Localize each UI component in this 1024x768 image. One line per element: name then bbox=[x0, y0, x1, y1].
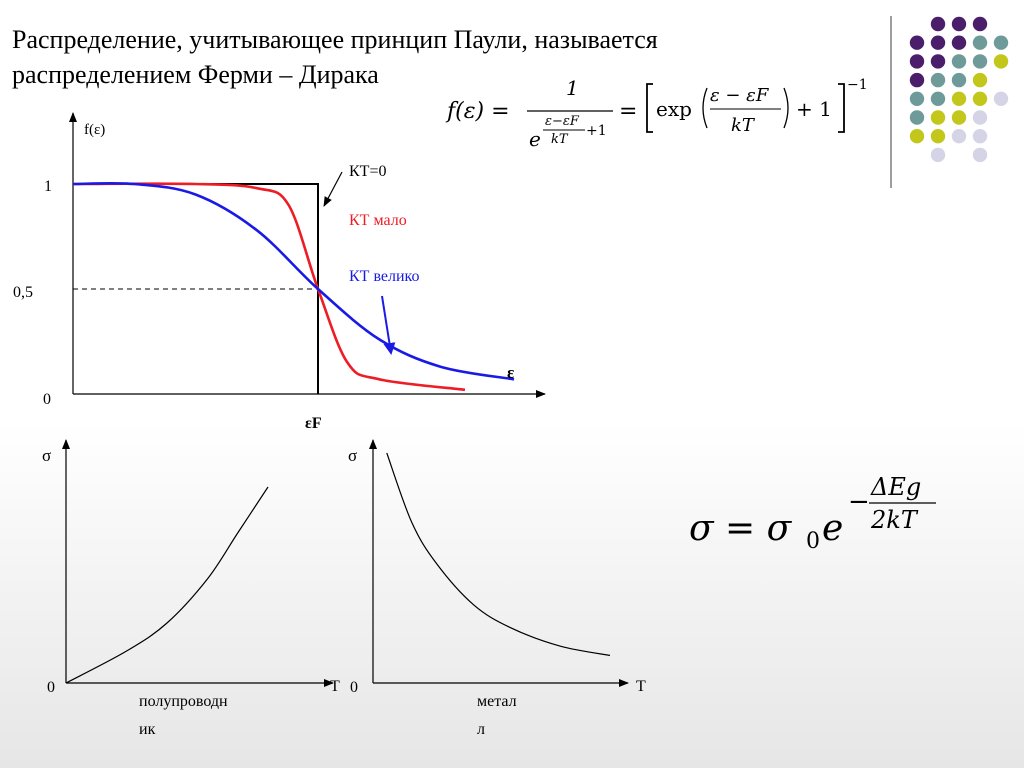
fd-legend-kt0: КТ=0 bbox=[349, 163, 386, 180]
decorative-dot bbox=[951, 35, 967, 50]
decorative-dot bbox=[930, 110, 946, 125]
decorative-dot bbox=[993, 91, 1009, 107]
decorative-dot-grid bbox=[890, 16, 1009, 188]
fd-right-paren bbox=[783, 87, 789, 129]
fd-equals-2: = bbox=[619, 99, 637, 124]
decorative-dot bbox=[972, 54, 988, 69]
conductivity-formula: σ = σ 0 e − ΔEg 2kT bbox=[689, 473, 936, 552]
decorative-dot bbox=[951, 72, 967, 88]
metal-caption-line-1: метал bbox=[477, 693, 517, 710]
metal-origin: 0 bbox=[350, 679, 358, 696]
fd-left-bracket bbox=[646, 83, 653, 133]
decorative-dot bbox=[909, 110, 925, 125]
metal-y-label: σ bbox=[348, 446, 357, 465]
fd-x-label: ε bbox=[507, 363, 514, 382]
fd-inner-num: ε − εF bbox=[710, 85, 770, 106]
decorative-dot bbox=[951, 129, 967, 144]
decorative-dot bbox=[993, 54, 1009, 69]
fd-tick-0: 0 bbox=[43, 391, 51, 408]
fd-exp-frac-den: kT bbox=[551, 132, 569, 147]
decorative-dot bbox=[972, 35, 988, 50]
fd-exp-frac-num: ε−εF bbox=[545, 114, 580, 129]
decorative-dot bbox=[930, 16, 946, 32]
decorative-dot bbox=[909, 129, 925, 144]
fd-exp-plus: +1 bbox=[586, 123, 607, 139]
sigma-exp-sign: − bbox=[848, 487, 870, 517]
semiconductor-graph: σ T 0 полупроводн ик bbox=[42, 439, 340, 738]
fd-left-paren bbox=[702, 87, 708, 129]
decorative-dot bbox=[909, 35, 925, 50]
decorative-dot bbox=[930, 91, 946, 107]
decorative-dot bbox=[930, 54, 946, 69]
decorative-dot bbox=[972, 110, 988, 125]
decorative-dot bbox=[909, 91, 925, 107]
decorative-dot bbox=[993, 35, 1009, 50]
sigma-exp-den: 2kT bbox=[870, 506, 919, 534]
fd-numerator: 1 bbox=[566, 76, 579, 100]
sigma-exp-base: e bbox=[822, 508, 843, 549]
fermi-dirac-formula: f(ε) = 1 e ε−εF kT +1 = exp ε − εF kT + … bbox=[445, 76, 868, 151]
slide-title: Распределение, учитывающее принцип Паули… bbox=[12, 22, 772, 92]
semi-curve bbox=[65, 486, 269, 684]
decorative-dot bbox=[972, 72, 988, 88]
decorative-dot bbox=[972, 91, 988, 107]
fd-legend-kt-large: КТ велико bbox=[349, 268, 420, 285]
decorative-dot bbox=[972, 147, 988, 163]
semi-origin: 0 bbox=[47, 679, 55, 696]
metal-curve bbox=[386, 452, 611, 656]
fd-lhs: f(ε) = bbox=[445, 99, 510, 124]
fd-tick-1: 1 bbox=[44, 178, 52, 195]
fd-y-label: f(ε) bbox=[84, 122, 105, 138]
fd-tick-half: 0,5 bbox=[13, 284, 33, 301]
fd-curve-kt-large bbox=[72, 181, 515, 381]
fd-inner-den: kT bbox=[731, 115, 756, 136]
decorative-dot bbox=[930, 35, 946, 50]
metal-graph: σ T 0 метал л bbox=[348, 439, 646, 738]
semi-caption-line-1: полупроводн bbox=[139, 693, 228, 710]
fd-exp-base: e bbox=[529, 127, 541, 151]
sigma-lhs: σ = σ bbox=[689, 508, 793, 549]
decorative-dot bbox=[909, 54, 925, 69]
fd-exp-fn: exp bbox=[656, 97, 692, 121]
decorative-dot bbox=[930, 72, 946, 88]
fd-bracket-tail: + 1 bbox=[796, 97, 832, 121]
fd-power: −1 bbox=[847, 77, 868, 93]
decorative-dot bbox=[930, 147, 946, 163]
fd-x-marker: εF bbox=[305, 415, 322, 432]
decorative-dot bbox=[951, 110, 967, 125]
decorative-dot bbox=[951, 16, 967, 32]
fd-kt-large-pointer-arrow bbox=[381, 295, 396, 355]
title-line-2: распределением Ферми – Дирака bbox=[12, 60, 379, 89]
title-line-1: Распределение, учитывающее принцип Паули… bbox=[12, 25, 658, 54]
decorative-dot bbox=[951, 54, 967, 69]
decorative-dot bbox=[972, 16, 988, 32]
fd-kt0-pointer-arrow bbox=[323, 171, 343, 207]
sigma-subscript: 0 bbox=[806, 529, 820, 552]
semi-y-label: σ bbox=[42, 446, 51, 465]
decorative-dot bbox=[930, 129, 946, 144]
metal-x-label: T bbox=[636, 678, 646, 695]
fd-legend-kt-small: КТ мало bbox=[349, 212, 407, 229]
semi-x-label: T bbox=[330, 678, 340, 695]
fd-right-bracket bbox=[838, 83, 845, 133]
fd-curve-kt-small bbox=[72, 182, 466, 392]
decorative-dot bbox=[972, 129, 988, 144]
metal-caption-line-2: л bbox=[477, 721, 485, 738]
decorative-dot bbox=[951, 91, 967, 107]
decorative-dot bbox=[909, 72, 925, 88]
sigma-exp-num: ΔEg bbox=[870, 473, 921, 501]
semi-caption-line-2: ик bbox=[139, 721, 156, 738]
fermi-dirac-graph: f(ε) 1 0,5 0 ε εF КТ=0 КТ мало КТ велико bbox=[13, 112, 546, 432]
